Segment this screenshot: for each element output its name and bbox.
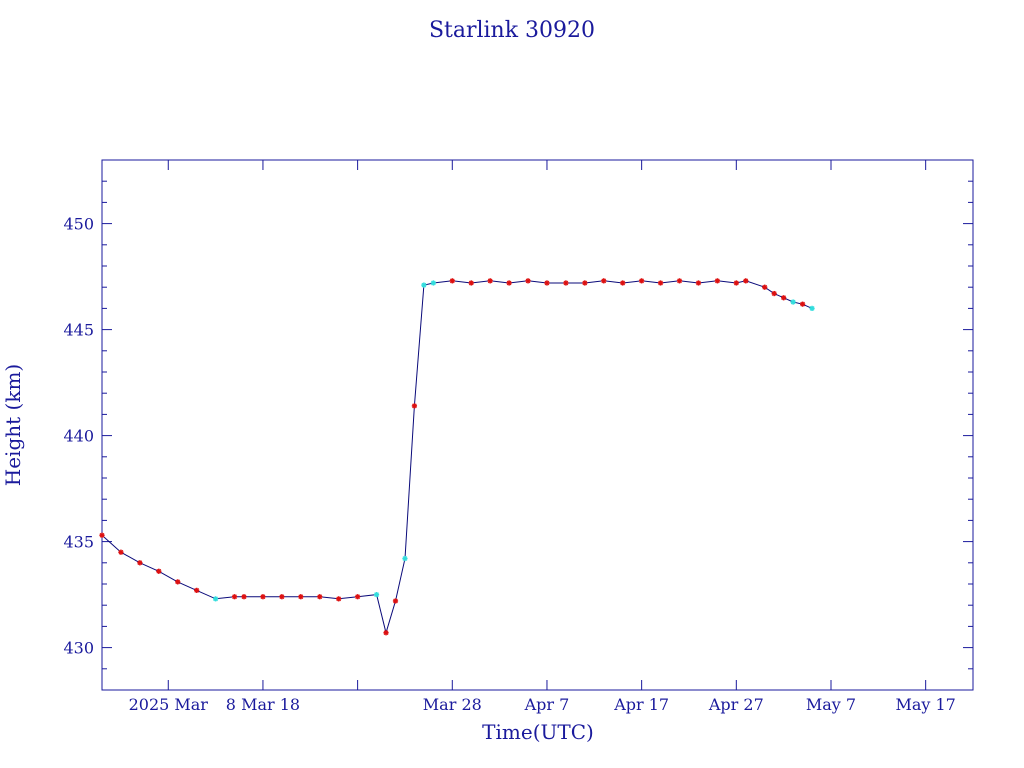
data-point bbox=[657, 280, 664, 286]
y-tick-label: 435 bbox=[63, 533, 94, 552]
data-point bbox=[241, 594, 247, 600]
y-tick-label: 450 bbox=[63, 215, 94, 234]
data-point bbox=[430, 280, 436, 286]
y-tick-labels: 430 435 440 445 450 bbox=[63, 215, 94, 658]
data-point bbox=[639, 278, 645, 284]
data-point bbox=[449, 278, 455, 284]
data-point bbox=[676, 278, 683, 284]
data-point bbox=[355, 594, 361, 600]
data-point bbox=[118, 549, 124, 555]
data-point bbox=[771, 290, 777, 297]
data-point bbox=[781, 295, 787, 301]
data-point bbox=[762, 284, 768, 290]
data-point bbox=[733, 280, 739, 286]
data-point bbox=[544, 280, 550, 286]
data-point bbox=[298, 594, 304, 600]
x-tick-label: 8 Mar 18 bbox=[226, 695, 300, 714]
data-point bbox=[743, 278, 749, 284]
data-point bbox=[582, 280, 588, 286]
y-tick-label: 445 bbox=[63, 321, 94, 340]
data-point bbox=[373, 592, 380, 598]
data-point bbox=[175, 579, 181, 585]
data-point bbox=[156, 568, 162, 574]
data-point bbox=[790, 299, 796, 305]
y-tick-label: 440 bbox=[63, 427, 94, 446]
x-axis-label: Time(UTC) bbox=[482, 720, 594, 744]
data-point bbox=[336, 596, 342, 602]
data-point bbox=[809, 305, 815, 311]
data-point bbox=[695, 280, 702, 286]
x-tick-label: May 17 bbox=[895, 695, 955, 714]
data-point bbox=[799, 301, 806, 307]
data-point bbox=[279, 594, 285, 600]
series-line bbox=[101, 280, 813, 635]
data-point bbox=[563, 280, 569, 286]
data-point bbox=[506, 280, 512, 286]
data-point bbox=[411, 403, 418, 409]
data-point bbox=[402, 555, 408, 562]
data-point bbox=[392, 598, 399, 604]
y-axis-label: Height (km) bbox=[1, 364, 25, 486]
x-tick-label: Apr 27 bbox=[708, 695, 764, 714]
data-point bbox=[487, 278, 493, 284]
data-point bbox=[231, 594, 238, 600]
plot-frame bbox=[101, 159, 974, 691]
y-tick-label: 430 bbox=[63, 639, 94, 658]
data-point bbox=[194, 587, 200, 593]
x-tick-label: Apr 7 bbox=[524, 695, 570, 714]
axis-ticks bbox=[102, 159, 973, 691]
series-markers bbox=[99, 278, 815, 636]
data-point bbox=[260, 594, 266, 600]
data-point bbox=[317, 594, 323, 600]
data-point bbox=[99, 532, 105, 538]
data-point bbox=[213, 596, 219, 602]
x-tick-label: Apr 17 bbox=[613, 695, 669, 714]
data-point bbox=[383, 630, 389, 636]
data-point bbox=[601, 278, 607, 284]
data-point bbox=[620, 280, 626, 286]
data-point bbox=[137, 560, 143, 566]
data-point bbox=[714, 278, 720, 284]
x-tick-labels: 2025 Mar 8 Mar 18 Mar 28 Apr 7 Apr 17 Apr 27 M… bbox=[129, 695, 956, 714]
x-tick-label: 2025 Mar bbox=[129, 695, 209, 714]
data-point bbox=[468, 280, 474, 286]
x-tick-label: Mar 28 bbox=[423, 695, 482, 714]
data-point bbox=[421, 282, 427, 288]
data-point bbox=[525, 278, 531, 284]
chart-title: Starlink 30920 bbox=[429, 18, 595, 43]
x-tick-label: May 7 bbox=[806, 695, 856, 714]
